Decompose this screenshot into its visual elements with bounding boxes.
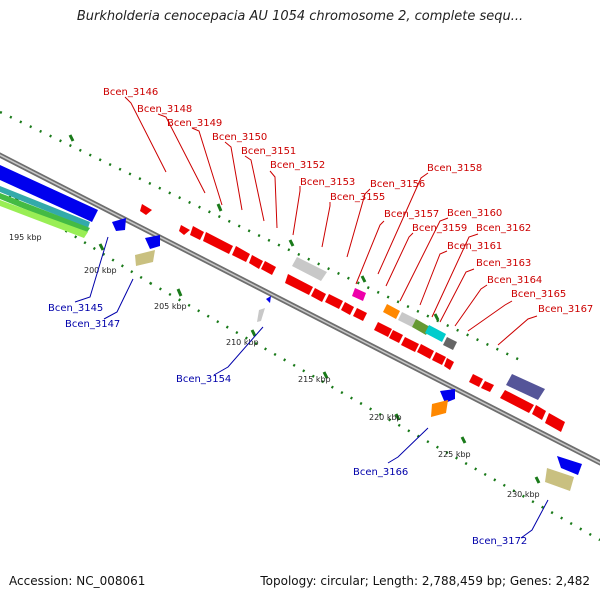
gene-label-bcen-3150: Bcen_3150 <box>212 132 267 143</box>
tick-label-215: 215 kbp <box>298 375 331 384</box>
gene-label-bcen-3149: Bcen_3149 <box>167 118 222 129</box>
gene-label-bcen-3148: Bcen_3148 <box>137 104 192 115</box>
backbone <box>0 152 600 466</box>
gene-label-bcen-3162: Bcen_3162 <box>476 223 531 234</box>
gene-label-bcen-3160: Bcen_3160 <box>447 208 502 219</box>
tick-label-220: 220 kbp <box>369 413 402 422</box>
gene-label-bcen-3159: Bcen_3159 <box>412 223 467 234</box>
gene-label-bcen-3146: Bcen_3146 <box>103 87 158 98</box>
gene-label-bcen-3154: Bcen_3154 <box>176 374 231 385</box>
forward-leaders <box>124 96 538 346</box>
major-ticks <box>14 134 541 484</box>
gene-label-bcen-3145: Bcen_3145 <box>48 303 103 314</box>
gene-label-bcen-3165: Bcen_3165 <box>511 289 566 300</box>
gene-label-bcen-3155: Bcen_3155 <box>330 192 385 203</box>
reverse-gene-labels: Bcen_3145 Bcen_3147 Bcen_3154 Bcen_3166 … <box>48 303 527 547</box>
gene-label-bcen-3172: Bcen_3172 <box>472 536 527 547</box>
gene-label-bcen-3157: Bcen_3157 <box>384 209 439 220</box>
tick-label-225: 225 kbp <box>438 450 471 459</box>
gene-label-bcen-3164: Bcen_3164 <box>487 275 542 286</box>
map-title: Burkholderia cenocepacia AU 1054 chromos… <box>76 9 524 24</box>
gene-label-bcen-3163: Bcen_3163 <box>476 258 531 269</box>
accession-text: Accession: NC_008061 <box>9 574 146 588</box>
reverse-genes <box>112 218 582 491</box>
gene-label-bcen-3158: Bcen_3158 <box>427 163 482 174</box>
topology-text: Topology: circular; Length: 2,788,459 bp… <box>260 574 590 588</box>
tick-label-230: 230 kbp <box>507 490 540 499</box>
tick-label-195: 195 kbp <box>9 233 42 242</box>
tick-label-200: 200 kbp <box>84 266 117 275</box>
gene-label-bcen-3153: Bcen_3153 <box>300 177 355 188</box>
gene-label-bcen-3156: Bcen_3156 <box>370 179 425 190</box>
reverse-leaders <box>74 236 549 539</box>
gene-label-bcen-3152: Bcen_3152 <box>270 160 325 171</box>
gene-label-bcen-3166: Bcen_3166 <box>353 467 408 478</box>
tick-label-205: 205 kbp <box>154 302 187 311</box>
gene-label-bcen-3147: Bcen_3147 <box>65 319 120 330</box>
forward-genes <box>140 204 565 432</box>
gene-label-bcen-3167: Bcen_3167 <box>538 304 593 315</box>
gene-label-bcen-3151: Bcen_3151 <box>241 146 296 157</box>
gene-label-bcen-3161: Bcen_3161 <box>447 241 502 252</box>
tick-label-210: 210 kbp <box>226 338 259 347</box>
scale-ring-outer <box>0 188 600 542</box>
forward-gene-labels: Bcen_3146 Bcen_3148 Bcen_3149 Bcen_3150 … <box>103 87 593 315</box>
left-track-bars <box>0 165 98 238</box>
